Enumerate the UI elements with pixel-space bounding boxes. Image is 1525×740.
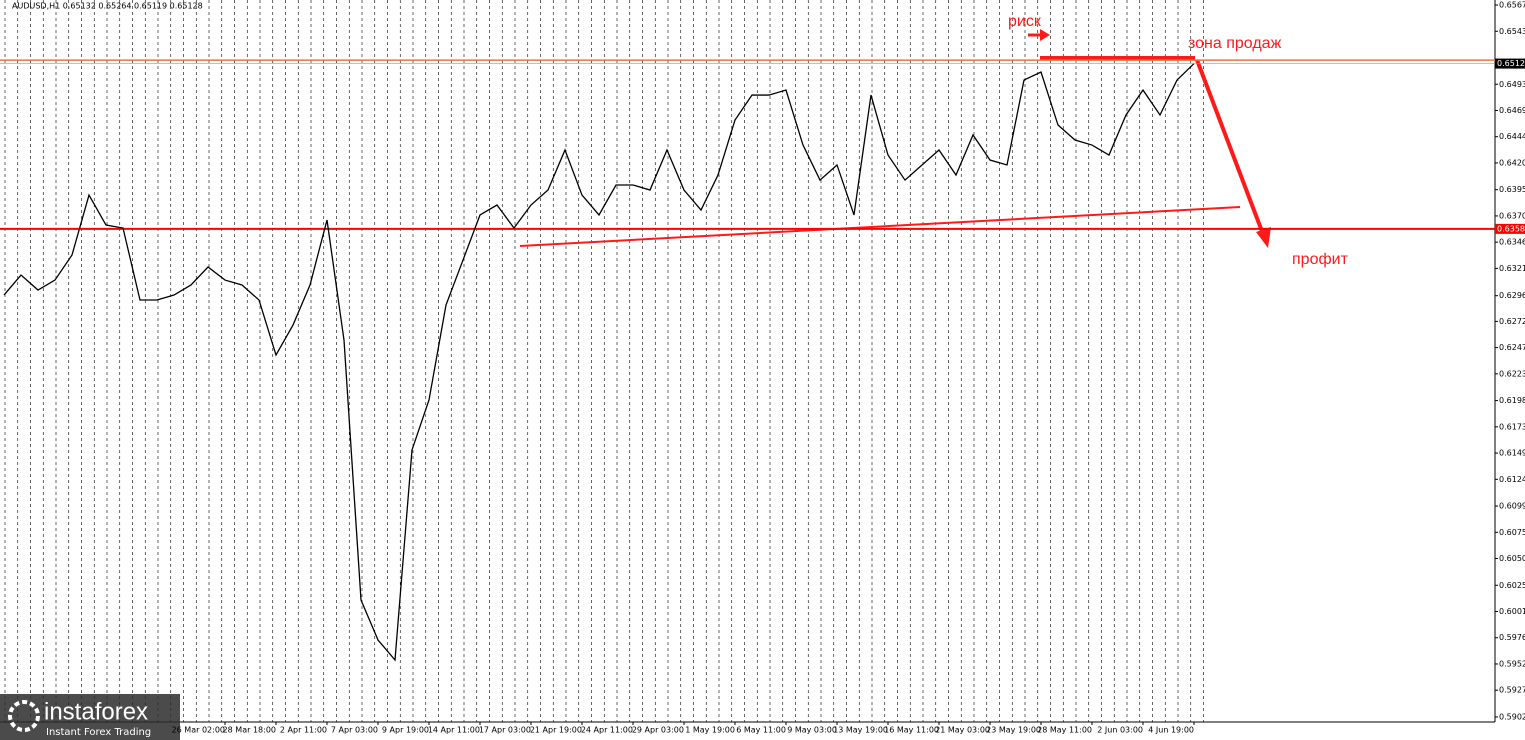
y-tick-label: 0.59025	[1499, 712, 1525, 721]
y-tick-label: 0.64935	[1499, 80, 1525, 89]
x-tick-label: 17 Apr 03:00	[479, 726, 531, 735]
x-tick-label: 21 Apr 19:00	[530, 726, 582, 735]
x-tick-label: 9 May 03:00	[787, 726, 837, 735]
y-tick-label: 0.61245	[1499, 475, 1525, 484]
x-tick-label: 29 Apr 03:00	[632, 726, 684, 735]
logo-name: instaforex	[44, 698, 148, 725]
y-tick-label: 0.60255	[1499, 581, 1525, 590]
last-price-tag	[1495, 58, 1525, 69]
x-tick-label: 14 Apr 11:00	[428, 726, 480, 735]
x-tick-label: 4 Jun 19:00	[1148, 726, 1194, 735]
logo-icon	[8, 700, 40, 732]
x-tick-label: 28 May 11:00	[1037, 726, 1092, 735]
x-tick-label: 26 Mar 02:00	[172, 726, 225, 735]
chart-title: AUDUSD,H1 0.65132 0.65264 0.65119 0.6512…	[12, 2, 203, 11]
y-tick-label: 0.61735	[1499, 422, 1525, 431]
profit-arrow-head	[1256, 227, 1271, 248]
x-tick-label: 13 May 19:00	[833, 726, 888, 735]
sell-zone-label: зона продаж	[1188, 35, 1282, 52]
trend-line	[519, 206, 1241, 247]
risk-arrow-head	[1040, 29, 1050, 41]
y-tick-label: 0.60505	[1499, 554, 1525, 563]
y-tick-label: 0.62475	[1499, 343, 1525, 352]
x-tick-label: 7 Apr 03:00	[331, 726, 378, 735]
x-tick-label: 9 Apr 19:00	[382, 726, 429, 735]
y-tick-label: 0.60995	[1499, 502, 1525, 511]
y-tick-label: 0.63215	[1499, 264, 1525, 273]
support-tag	[1495, 223, 1525, 234]
y-tick-label: 0.63705	[1499, 211, 1525, 220]
x-tick-label: 23 May 19:00	[986, 726, 1041, 735]
last-price-label: 0.65128	[1497, 59, 1525, 68]
x-tick-label: 28 Mar 18:00	[223, 726, 276, 735]
x-tick-label: 1 May 19:00	[685, 726, 735, 735]
x-tick-label: 16 May 11:00	[884, 726, 939, 735]
y-tick-label: 0.59275	[1499, 686, 1525, 695]
x-tick-label: 2 Jun 03:00	[1097, 726, 1143, 735]
profit-arrow	[1195, 59, 1265, 235]
y-tick-label: 0.65675	[1499, 1, 1525, 10]
risk-label: риск	[1008, 13, 1042, 30]
x-tick-label: 6 May 11:00	[736, 726, 786, 735]
y-tick-label: 0.59765	[1499, 633, 1525, 642]
profit-label: профит	[1292, 251, 1349, 268]
support-tag-label: 0.63584	[1497, 224, 1525, 233]
x-tick-label: 21 May 03:00	[935, 726, 990, 735]
x-tick-label: 24 Apr 11:00	[581, 726, 633, 735]
price-line	[3, 63, 1195, 662]
x-tick-label: 2 Apr 11:00	[280, 726, 327, 735]
y-tick-label: 0.64445	[1499, 132, 1525, 141]
logo-tagline: Instant Forex Trading	[46, 727, 151, 738]
logo-box	[0, 694, 180, 740]
